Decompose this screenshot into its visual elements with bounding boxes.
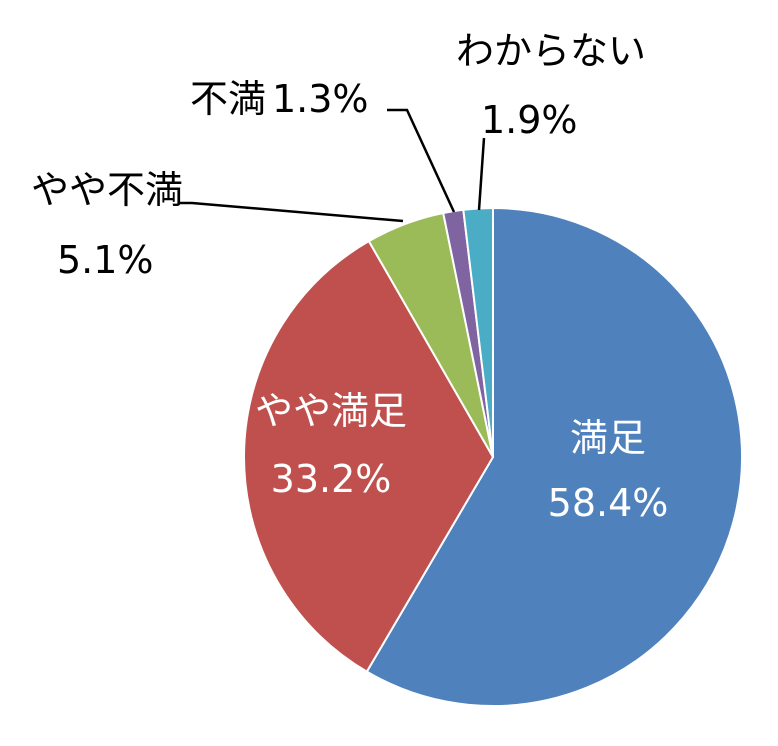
- label-fuman-value: 1.3%: [272, 77, 369, 121]
- leader-line-yaya-fuman: [178, 201, 404, 223]
- label-yaya-fuman-value: 5.1%: [57, 238, 154, 282]
- label-yaya-fuman-name: やや不満: [31, 168, 183, 212]
- label-fuman-name: 不満: [190, 77, 266, 121]
- leader-line-fuman: [387, 108, 456, 213]
- label-wakaranai-name: わからない: [456, 29, 646, 73]
- label-yaya-manzoku-name: やや満足: [255, 389, 407, 433]
- label-yaya-manzoku-value: 33.2%: [271, 457, 392, 501]
- slice-yaya-manzoku: [243, 239, 495, 674]
- slice-manzoku: [365, 206, 744, 707]
- label-manzoku-name: 満足: [570, 416, 646, 460]
- leader-line-wakaranai: [477, 137, 486, 211]
- label-wakaranai-value: 1.9%: [481, 98, 578, 142]
- label-manzoku-value: 58.4%: [548, 481, 669, 525]
